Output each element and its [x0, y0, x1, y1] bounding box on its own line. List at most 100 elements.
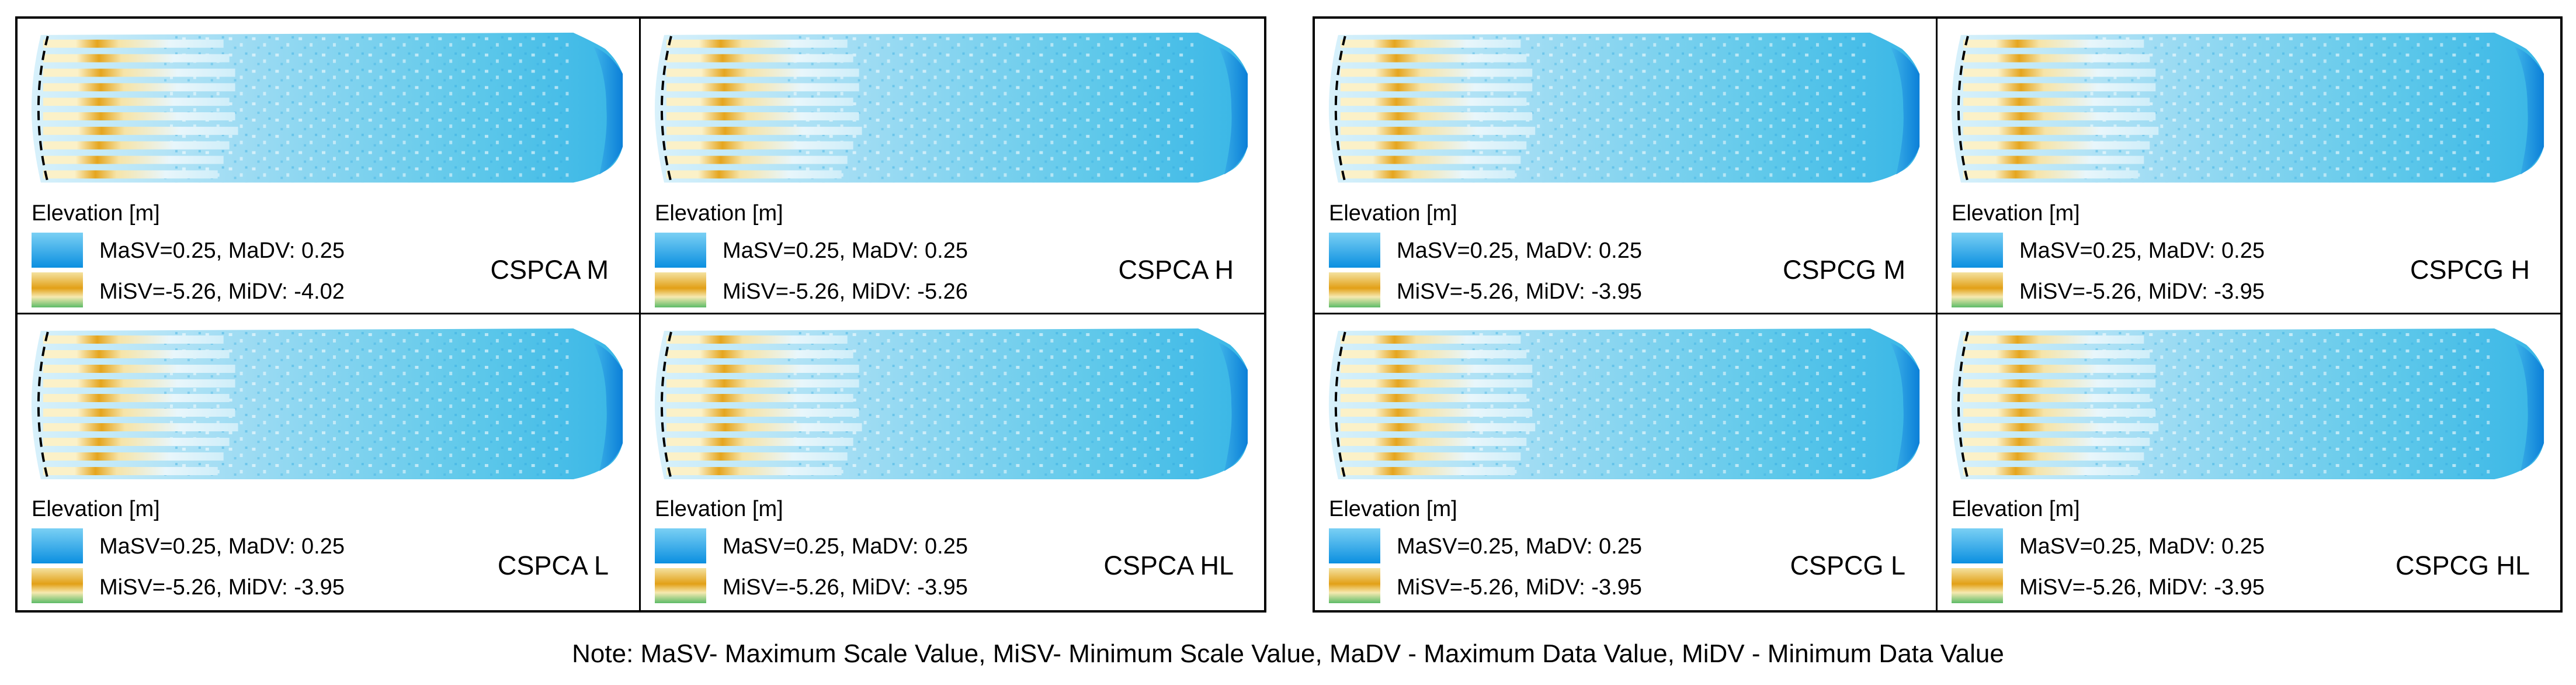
elevation-panel-cspca-m: Elevation [m] MaSV=0.25, MaDV: 0.25 MiSV… [18, 19, 641, 314]
elevation-label: Elevation [m] [1952, 497, 2080, 521]
speckle-texture [163, 331, 571, 479]
elevation-panel-cspca-hl: Elevation [m] MaSV=0.25, MaDV: 0.25 MiSV… [641, 314, 1264, 610]
max-values-text: MaSV=0.25, MaDV: 0.25 [1397, 238, 1642, 263]
speckle-texture [1460, 34, 1867, 183]
elevation-label: Elevation [m] [1952, 201, 2080, 226]
panel-label: CSPCA HL [1103, 551, 1234, 580]
elevation-map [654, 328, 1248, 480]
outlet-high-zone [593, 342, 623, 471]
legend-swatch-high [1329, 528, 1380, 563]
legend-swatch-low [655, 272, 706, 307]
elevation-map [1328, 328, 1920, 480]
outlet-high-zone [2515, 342, 2544, 471]
max-values-text: MaSV=0.25, MaDV: 0.25 [723, 534, 968, 559]
speckle-texture [1460, 331, 1867, 479]
panel-label: CSPCA H [1118, 255, 1234, 285]
legend-swatch-low [1952, 272, 2003, 307]
panel-label: CSPCG HL [2395, 551, 2530, 580]
figure-group-cspca: Elevation [m] MaSV=0.25, MaDV: 0.25 MiSV… [15, 16, 1266, 613]
legend-swatch-high [655, 528, 706, 563]
elevation-panel-cspcg-hl: Elevation [m] MaSV=0.25, MaDV: 0.25 MiSV… [1938, 314, 2560, 610]
stripe-group [1963, 39, 2159, 179]
inlet-dashed-arc [1957, 36, 1969, 183]
min-values-text: MiSV=-5.26, MiDV: -3.95 [723, 575, 968, 600]
panel-label: CSPCG M [1782, 255, 1905, 285]
panel-label: CSPCA L [497, 551, 609, 580]
outlet-high-zone [1890, 46, 1920, 175]
outlet-high-zone [2515, 46, 2544, 175]
panel-grid-cspcg: Elevation [m] MaSV=0.25, MaDV: 0.25 MiSV… [1315, 19, 2560, 610]
inlet-dashed-arc [1334, 331, 1346, 480]
speckle-texture [2083, 331, 2492, 479]
outlet-high-zone [1890, 342, 1920, 471]
elevation-map [1328, 32, 1920, 183]
stripe-group [1963, 335, 2159, 475]
stripe-group [666, 335, 862, 475]
max-values-text: MaSV=0.25, MaDV: 0.25 [99, 534, 345, 559]
speckle-texture [786, 331, 1196, 479]
elevation-panel-cspcg-m: Elevation [m] MaSV=0.25, MaDV: 0.25 MiSV… [1315, 19, 1938, 314]
figure-group-cspcg: Elevation [m] MaSV=0.25, MaDV: 0.25 MiSV… [1313, 16, 2563, 613]
max-values-text: MaSV=0.25, MaDV: 0.25 [1397, 534, 1642, 559]
panel-grid-cspca: Elevation [m] MaSV=0.25, MaDV: 0.25 MiSV… [18, 19, 1264, 610]
stripe-group [666, 39, 862, 179]
stripe-group [1340, 335, 1536, 475]
speckle-texture [163, 34, 571, 183]
elevation-label: Elevation [m] [1329, 497, 1457, 521]
min-values-text: MiSV=-5.26, MiDV: -3.95 [2019, 575, 2265, 600]
panel-label: CSPCG L [1790, 551, 1905, 580]
legend-swatch-low [32, 272, 83, 307]
inlet-dashed-arc [37, 331, 49, 480]
legend-swatch-high [1329, 233, 1380, 268]
legend-swatch-low [1329, 272, 1380, 307]
panel-label: CSPCA M [490, 255, 609, 285]
min-values-text: MiSV=-5.26, MiDV: -4.02 [99, 279, 345, 304]
elevation-label: Elevation [m] [1329, 201, 1457, 226]
legend-swatch-low [1329, 568, 1380, 603]
inlet-dashed-arc [1957, 331, 1969, 480]
stripe-group [43, 335, 238, 475]
max-values-text: MaSV=0.25, MaDV: 0.25 [2019, 238, 2265, 263]
legend-swatch-high [32, 528, 83, 563]
max-values-text: MaSV=0.25, MaDV: 0.25 [99, 238, 345, 263]
legend-swatch-high [32, 233, 83, 268]
legend-swatch-high [655, 233, 706, 268]
elevation-panel-cspcg-l: Elevation [m] MaSV=0.25, MaDV: 0.25 MiSV… [1315, 314, 1938, 610]
stripe-group [1340, 39, 1536, 179]
outlet-high-zone [593, 46, 623, 175]
legend-swatch-high [1952, 528, 2003, 563]
legend-swatch-high [1952, 233, 2003, 268]
min-values-text: MiSV=-5.26, MiDV: -3.95 [1397, 279, 1642, 304]
elevation-label: Elevation [m] [655, 497, 783, 521]
max-values-text: MaSV=0.25, MaDV: 0.25 [2019, 534, 2265, 559]
elevation-panel-cspcg-h: Elevation [m] MaSV=0.25, MaDV: 0.25 MiSV… [1938, 19, 2560, 314]
inlet-dashed-arc [37, 36, 49, 183]
min-values-text: MiSV=-5.26, MiDV: -3.95 [1397, 575, 1642, 600]
elevation-map [654, 32, 1248, 183]
speckle-texture [786, 34, 1196, 183]
elevation-label: Elevation [m] [655, 201, 783, 226]
min-values-text: MiSV=-5.26, MiDV: -3.95 [99, 575, 345, 600]
legend-swatch-low [32, 568, 83, 603]
inlet-dashed-arc [661, 331, 672, 480]
elevation-panel-cspca-h: Elevation [m] MaSV=0.25, MaDV: 0.25 MiSV… [641, 19, 1264, 314]
panel-label: CSPCG H [2410, 255, 2530, 285]
outlet-high-zone [1218, 342, 1248, 471]
inlet-dashed-arc [1334, 36, 1346, 183]
stripe-group [43, 39, 238, 179]
elevation-label: Elevation [m] [32, 497, 160, 521]
max-values-text: MaSV=0.25, MaDV: 0.25 [723, 238, 968, 263]
legend-swatch-low [655, 568, 706, 603]
outlet-high-zone [1218, 46, 1248, 175]
elevation-panel-cspca-l: Elevation [m] MaSV=0.25, MaDV: 0.25 MiSV… [18, 314, 641, 610]
figure-note: Note: MaSV- Maximum Scale Value, MiSV- M… [572, 639, 2004, 668]
speckle-texture [2083, 34, 2492, 183]
elevation-map [1951, 328, 2544, 480]
inlet-dashed-arc [661, 36, 672, 183]
legend-swatch-low [1952, 568, 2003, 603]
elevation-map [31, 32, 623, 183]
elevation-label: Elevation [m] [32, 201, 160, 226]
min-values-text: MiSV=-5.26, MiDV: -3.95 [2019, 279, 2265, 304]
min-values-text: MiSV=-5.26, MiDV: -5.26 [723, 279, 968, 304]
elevation-map [1951, 32, 2544, 183]
